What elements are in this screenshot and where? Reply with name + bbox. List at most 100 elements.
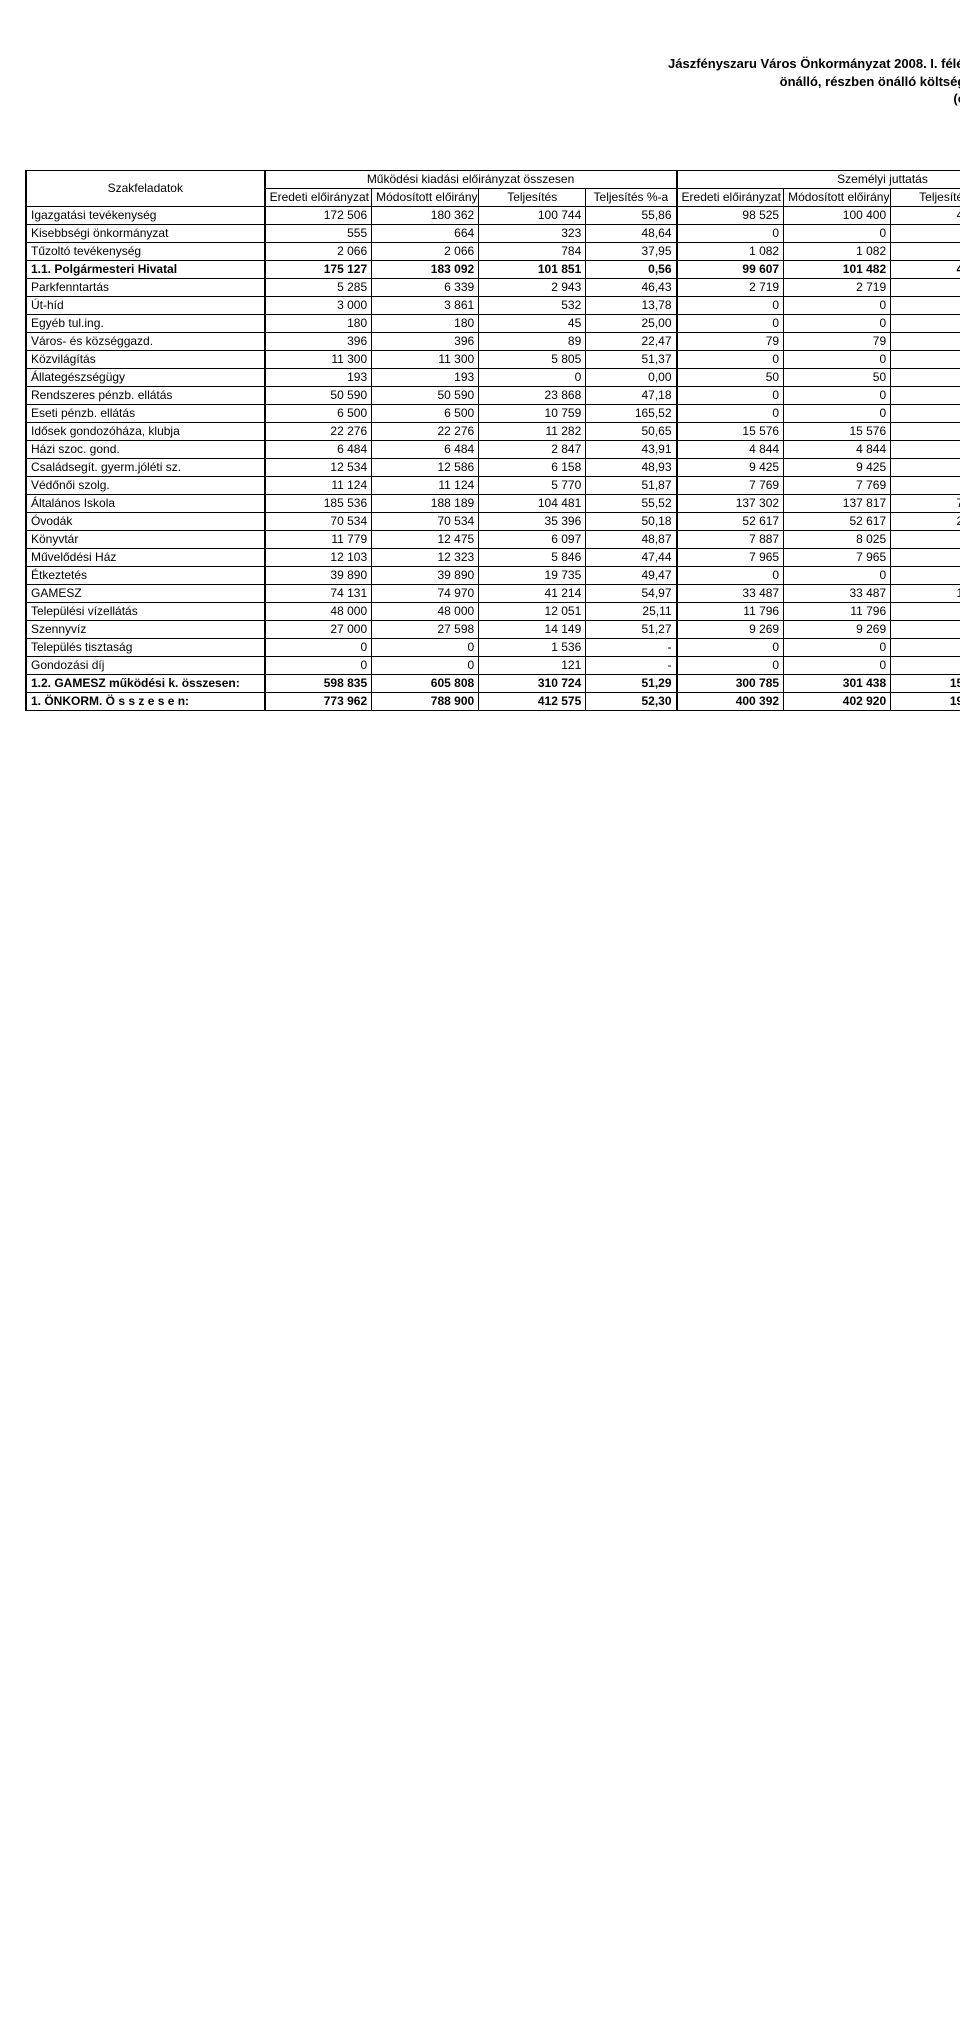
- cell: 100 400: [784, 207, 891, 225]
- cell: 396: [372, 333, 479, 351]
- cell: 6 500: [265, 405, 372, 423]
- row-label: Tűzoltó tevékenység: [26, 243, 265, 261]
- cell: 2 943: [479, 279, 586, 297]
- col-g1-er: Eredeti előirányzat: [265, 189, 372, 207]
- cell: 52 617: [784, 513, 891, 531]
- table-row: GAMESZ74 13174 97041 21454,9733 48733 48…: [26, 585, 960, 603]
- cell: 101 851: [479, 261, 586, 279]
- cell: 98 525: [677, 207, 784, 225]
- col-g2-er: Eredeti előirányzat: [677, 189, 784, 207]
- cell: 0: [891, 657, 960, 675]
- cell: 0: [372, 639, 479, 657]
- cell: 22 276: [372, 423, 479, 441]
- cell: 0: [891, 369, 960, 387]
- cell: 412 575: [479, 693, 586, 711]
- cell: 7 769: [784, 477, 891, 495]
- cell: 6 500: [372, 405, 479, 423]
- cell: 180: [265, 315, 372, 333]
- row-label: Szennyvíz: [26, 621, 265, 639]
- cell: 400 392: [677, 693, 784, 711]
- cell: 310 724: [479, 675, 586, 693]
- budget-table: Szakfeladatok Működési kiadási előirányz…: [25, 170, 960, 711]
- cell: 10 759: [479, 405, 586, 423]
- cell: 79: [784, 333, 891, 351]
- cell: 4 430: [891, 621, 960, 639]
- table-row: Idősek gondozóháza, klubja22 27622 27611…: [26, 423, 960, 441]
- cell: 0: [784, 225, 891, 243]
- cell: 2 066: [265, 243, 372, 261]
- row-label: Város- és községgazd.: [26, 333, 265, 351]
- cell: 4 844: [677, 441, 784, 459]
- table-row: Települési vízellátás48 00048 00012 0512…: [26, 603, 960, 621]
- cell: 532: [479, 297, 586, 315]
- cell: 15 576: [677, 423, 784, 441]
- table-row: Étkeztetés39 89039 89019 73549,47000-000…: [26, 567, 960, 585]
- cell: 6 158: [479, 459, 586, 477]
- cell: 26 342: [891, 513, 960, 531]
- cell: 0: [677, 387, 784, 405]
- cell: 193: [265, 369, 372, 387]
- cell: 47,44: [586, 549, 677, 567]
- cell: 323: [479, 225, 586, 243]
- row-label: Védőnői szolg.: [26, 477, 265, 495]
- table-row: Családsegít. gyerm.jóléti sz.12 53412 58…: [26, 459, 960, 477]
- cell: 99 607: [677, 261, 784, 279]
- cell: 598 835: [265, 675, 372, 693]
- table-row: Szennyvíz27 00027 59814 14951,279 2699 2…: [26, 621, 960, 639]
- cell: 55,52: [586, 495, 677, 513]
- cell: 46,43: [586, 279, 677, 297]
- title-line-3: (céltartalék nélkül): [0, 90, 960, 108]
- table-row: Védőnői szolg.11 12411 1245 77051,877 76…: [26, 477, 960, 495]
- cell: 4 844: [784, 441, 891, 459]
- cell: 5 805: [479, 351, 586, 369]
- cell: 8 025: [784, 531, 891, 549]
- cell: 0: [784, 657, 891, 675]
- row-label: Út-híd: [26, 297, 265, 315]
- cell: 2 719: [784, 279, 891, 297]
- cell: 175 127: [265, 261, 372, 279]
- cell: 5 455: [891, 603, 960, 621]
- table-row: Rendszeres pénzb. ellátás50 59050 59023 …: [26, 387, 960, 405]
- title-line-2: önálló, részben önálló költségvetési sze…: [0, 73, 960, 91]
- cell: 0: [891, 405, 960, 423]
- cell: 6 097: [479, 531, 586, 549]
- row-label: Gondozási díj: [26, 657, 265, 675]
- cell: 137 302: [677, 495, 784, 513]
- cell: 7 516: [891, 423, 960, 441]
- cell: 193: [372, 369, 479, 387]
- row-label: Eseti pénzb. ellátás: [26, 405, 265, 423]
- cell: 197 041: [891, 693, 960, 711]
- cell: 2 719: [677, 279, 784, 297]
- cell: 12 475: [372, 531, 479, 549]
- table-row: Kisebbségi önkormányzat55566432348,64000…: [26, 225, 960, 243]
- title-block: Jászfényszaru Város Önkormányzat 2008. I…: [0, 55, 960, 108]
- table-row: Település tisztaság001 536-001 140-00396…: [26, 639, 960, 657]
- table-body: Igazgatási tevékenység172 506180 362100 …: [26, 207, 960, 711]
- row-label: 1. ÖNKORM. Ö s s z e s e n:: [26, 693, 265, 711]
- cell: 51,29: [586, 675, 677, 693]
- cell: 74 970: [372, 585, 479, 603]
- cell: 307: [891, 243, 960, 261]
- cell: 0: [677, 297, 784, 315]
- cell: 55,86: [586, 207, 677, 225]
- cell: 0: [677, 405, 784, 423]
- cell: 9 269: [677, 621, 784, 639]
- cell: 101 482: [784, 261, 891, 279]
- cell: 188 189: [372, 495, 479, 513]
- row-label: Kisebbségi önkormányzat: [26, 225, 265, 243]
- cell: 50: [677, 369, 784, 387]
- cell: 11 779: [265, 531, 372, 549]
- table-row: Út-híd3 0003 86153213,78000-000-3 0003 8…: [26, 297, 960, 315]
- cell: 0: [891, 387, 960, 405]
- cell: 22,47: [586, 333, 677, 351]
- cell: 50: [784, 369, 891, 387]
- cell: 0,00: [586, 369, 677, 387]
- cell: 5 770: [479, 477, 586, 495]
- cell: 0: [372, 657, 479, 675]
- col-g1-mod: Módosított előirányzat: [372, 189, 479, 207]
- cell: 14 494: [891, 585, 960, 603]
- table-row: 1.2. GAMESZ működési k. összesen:598 835…: [26, 675, 960, 693]
- cell: 0: [479, 369, 586, 387]
- cell: 25,11: [586, 603, 677, 621]
- table-row: Eseti pénzb. ellátás6 5006 50010 759165,…: [26, 405, 960, 423]
